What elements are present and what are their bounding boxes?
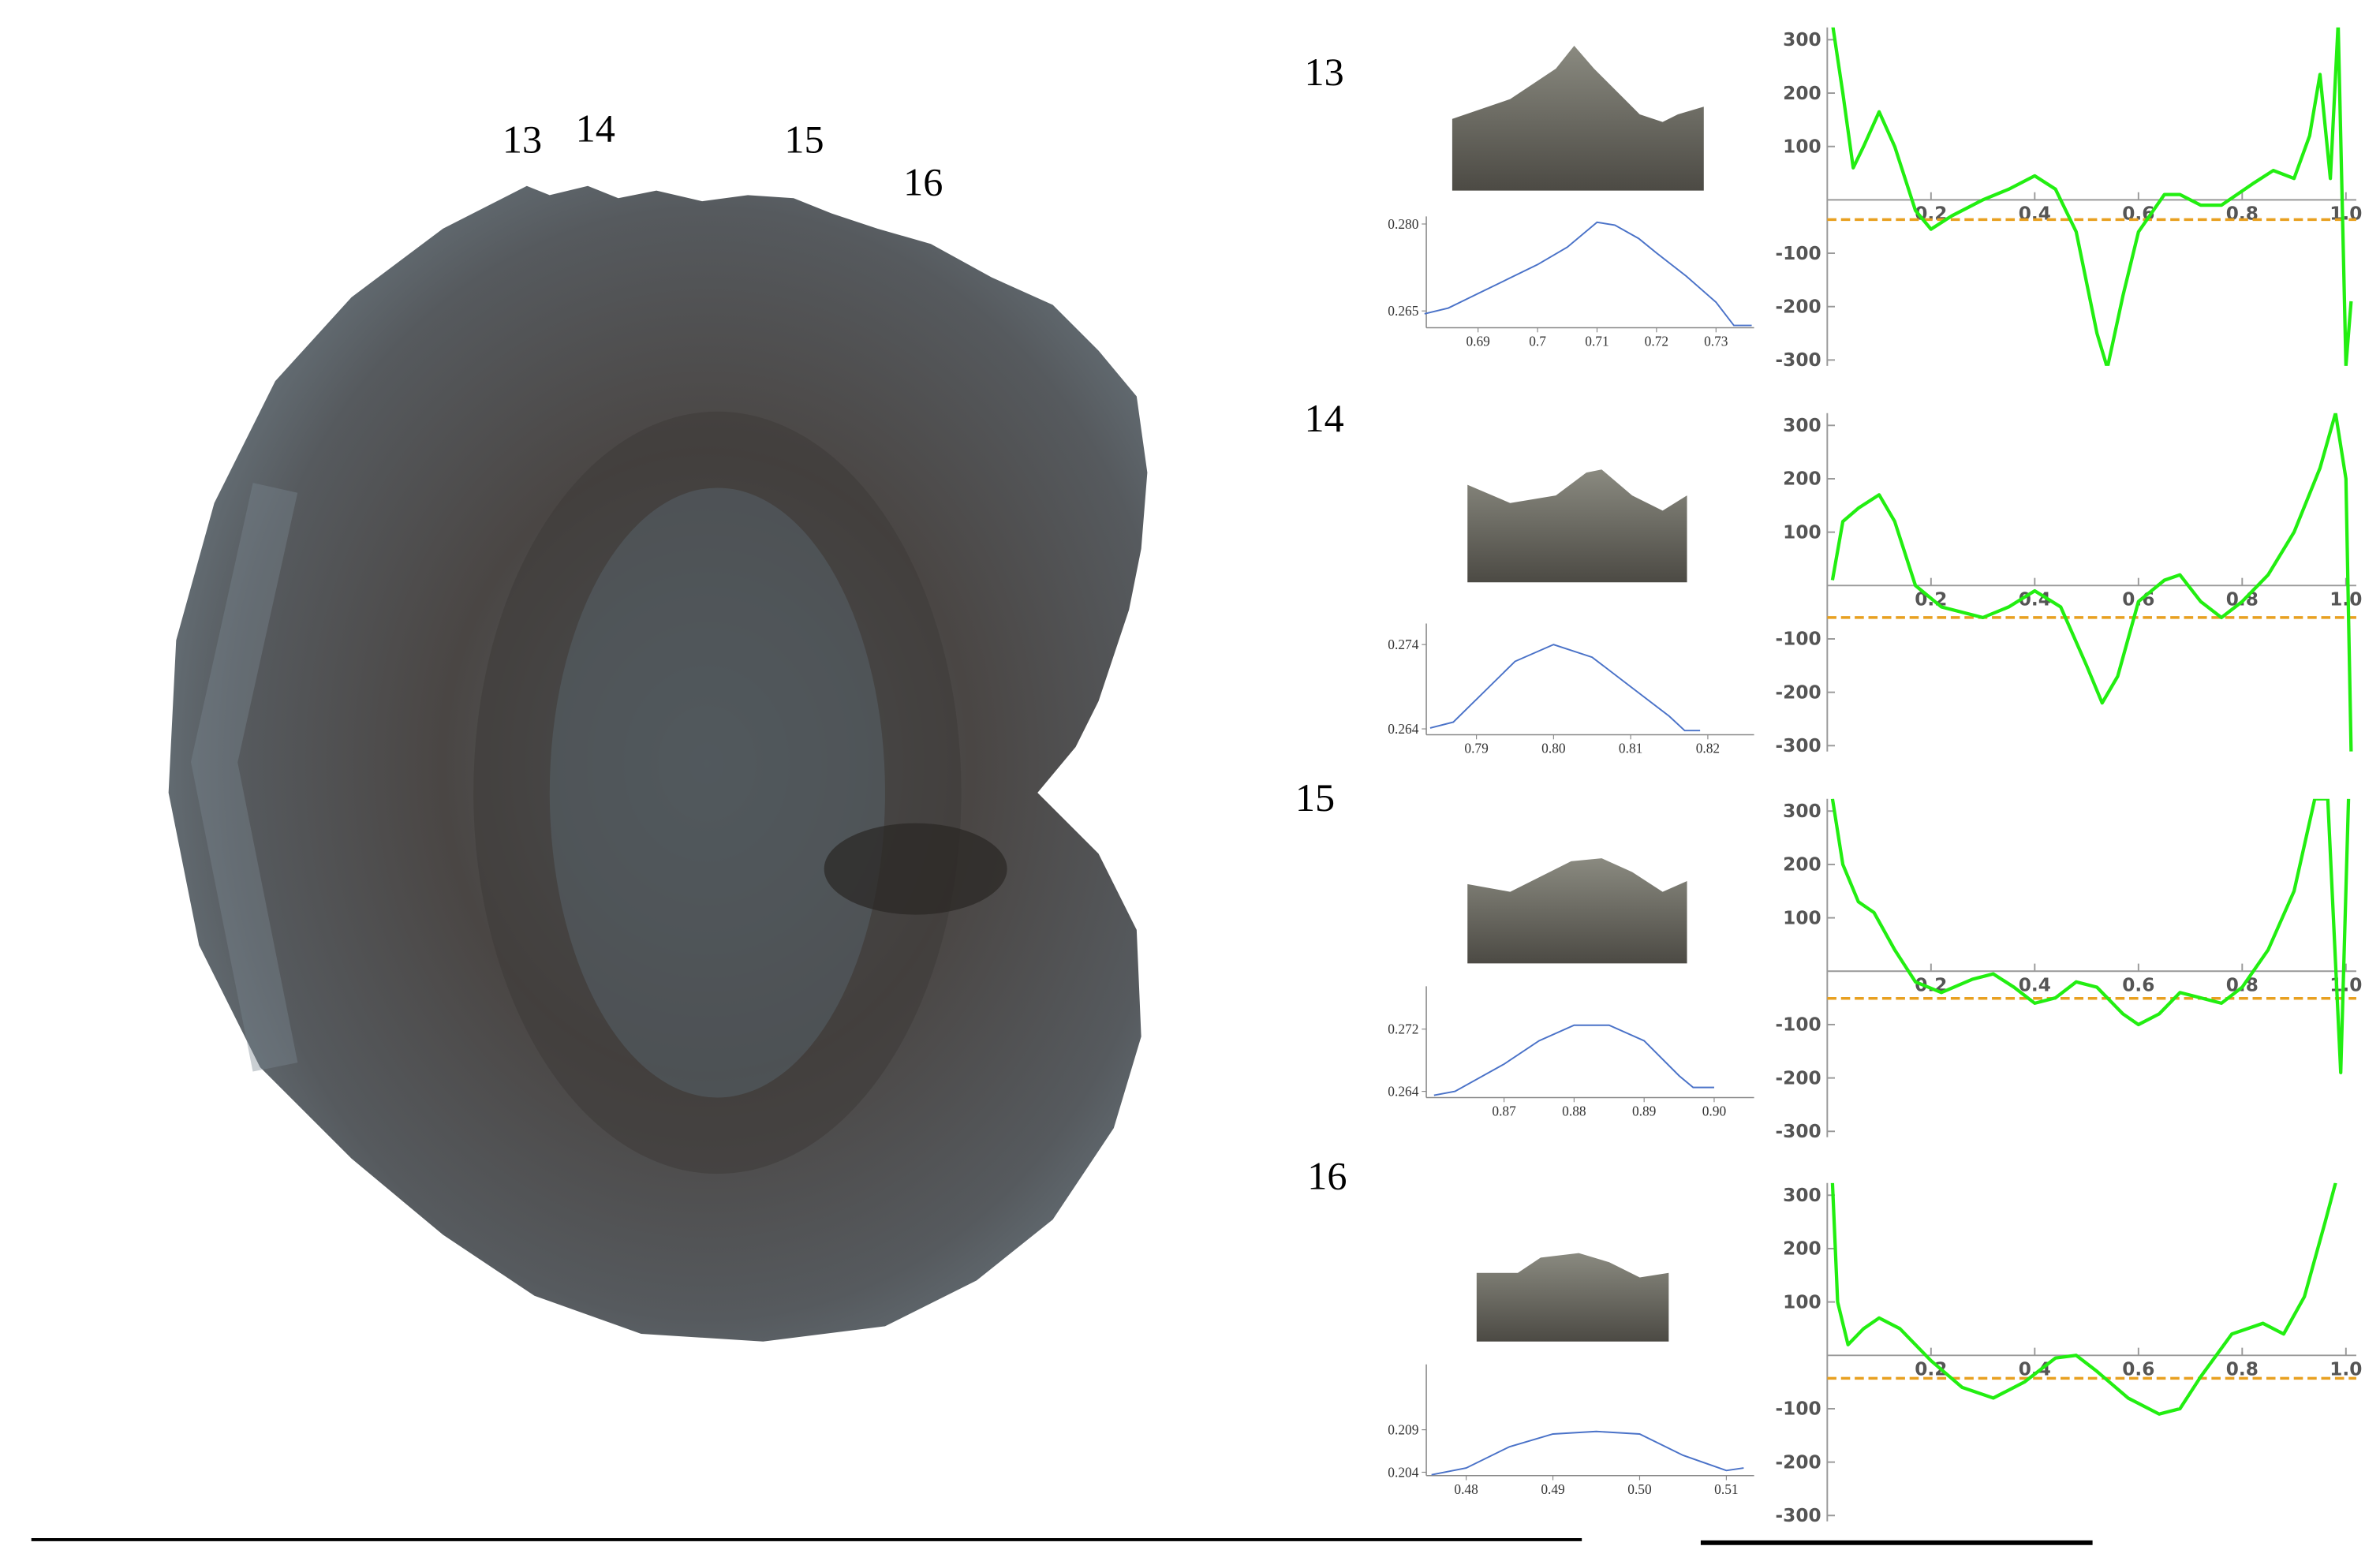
tooth-crop	[1476, 1253, 1669, 1342]
y-tick-label: 100	[1783, 907, 1821, 928]
x-tick-label: 0.8	[2226, 1358, 2259, 1380]
x-tick-label: 0.50	[1627, 1482, 1652, 1497]
profile-line	[1424, 221, 1752, 327]
x-tick-label: 0.7	[1529, 334, 1546, 349]
curvature-line	[1830, 798, 2351, 1074]
y-tick-label: -300	[1776, 349, 1821, 371]
x-tick-label: 0.73	[1704, 334, 1728, 349]
y-tick-label: 0.280	[1388, 217, 1418, 232]
y-tick-label: -200	[1776, 1067, 1821, 1089]
tooth-crop	[1467, 858, 1687, 964]
y-tick-label: -200	[1776, 296, 1821, 317]
panel-label: 16	[1307, 1153, 1347, 1197]
x-tick-label: 0.4	[2019, 1358, 2051, 1380]
y-tick-label: 300	[1783, 29, 1821, 50]
y-tick-label: -100	[1776, 1399, 1821, 1420]
panel-label: 13	[1304, 50, 1343, 94]
x-tick-label: 0.87	[1492, 1104, 1516, 1119]
x-tick-label: 0.6	[2122, 1358, 2154, 1380]
shell-center	[549, 487, 885, 1098]
y-tick-label: 0.209	[1388, 1422, 1418, 1437]
y-tick-label: 300	[1783, 801, 1821, 822]
curvature-line	[1830, 413, 2353, 752]
y-tick-label: 100	[1783, 136, 1821, 157]
x-tick-label: 0.6	[2122, 974, 2154, 995]
y-tick-label: 200	[1783, 83, 1821, 104]
y-tick-label: 0.274	[1388, 637, 1418, 652]
x-tick-label: 0.81	[1619, 741, 1642, 756]
x-tick-label: 0.88	[1562, 1104, 1586, 1119]
x-tick-label: 1.0	[2330, 203, 2362, 224]
y-tick-label: -300	[1776, 1121, 1821, 1142]
tooth-crop	[1467, 469, 1687, 583]
shell-aperture	[824, 823, 1007, 915]
y-tick-label: -100	[1776, 1014, 1821, 1036]
tooth-crop	[1452, 45, 1704, 191]
specimen-label: 15	[784, 117, 824, 161]
y-tick-label: -200	[1776, 1451, 1821, 1473]
y-tick-label: 300	[1783, 1185, 1821, 1206]
x-tick-label: 0.49	[1541, 1482, 1564, 1497]
specimen-label: 16	[903, 159, 943, 204]
y-tick-label: 0.272	[1388, 1021, 1418, 1036]
y-tick-label: -300	[1776, 1505, 1821, 1526]
x-tick-label: 0.4	[2019, 203, 2051, 224]
x-tick-label: 0.82	[1696, 741, 1720, 756]
y-tick-label: -200	[1776, 682, 1821, 703]
y-tick-label: -100	[1776, 629, 1821, 650]
y-tick-label: 0.264	[1388, 722, 1418, 737]
y-tick-label: 200	[1783, 1238, 1821, 1260]
x-tick-label: 1.0	[2330, 588, 2362, 610]
x-tick-label: 0.89	[1632, 1104, 1656, 1119]
x-tick-label: 0.71	[1585, 334, 1608, 349]
specimen-label: 13	[503, 117, 542, 161]
x-tick-label: 0.48	[1454, 1482, 1478, 1497]
y-tick-label: 0.264	[1388, 1084, 1418, 1099]
x-tick-label: 0.90	[1702, 1104, 1727, 1119]
y-tick-label: 0.265	[1388, 304, 1418, 319]
y-tick-label: 100	[1783, 1291, 1821, 1313]
panel-label: 14	[1304, 396, 1343, 440]
x-tick-label: 0.4	[2019, 974, 2051, 995]
y-tick-label: -300	[1776, 735, 1821, 756]
shell-chamber	[473, 411, 962, 1174]
specimen-label: 14	[576, 106, 615, 151]
x-tick-label: 1.0	[2330, 1358, 2362, 1380]
x-tick-label: 0.79	[1464, 741, 1488, 756]
profile-line	[1433, 1024, 1714, 1096]
y-tick-label: 200	[1783, 469, 1821, 490]
profile-line	[1431, 1430, 1744, 1476]
x-tick-label: 0.69	[1466, 334, 1489, 349]
shell-rim	[190, 483, 298, 1072]
profile-line	[1429, 644, 1701, 732]
y-tick-label: 300	[1783, 415, 1821, 436]
curvature-line	[1830, 1182, 2337, 1416]
curvature-line	[1831, 27, 2353, 366]
x-tick-label: 0.8	[2226, 203, 2259, 224]
y-tick-label: -100	[1776, 243, 1821, 264]
x-tick-label: 0.51	[1714, 1482, 1738, 1497]
y-tick-label: 0.204	[1388, 1465, 1418, 1480]
x-tick-label: 0.80	[1541, 741, 1566, 756]
y-tick-label: 200	[1783, 854, 1821, 876]
x-tick-label: 0.72	[1645, 334, 1668, 349]
panel-label: 15	[1295, 775, 1335, 820]
y-tick-label: 100	[1783, 521, 1821, 543]
